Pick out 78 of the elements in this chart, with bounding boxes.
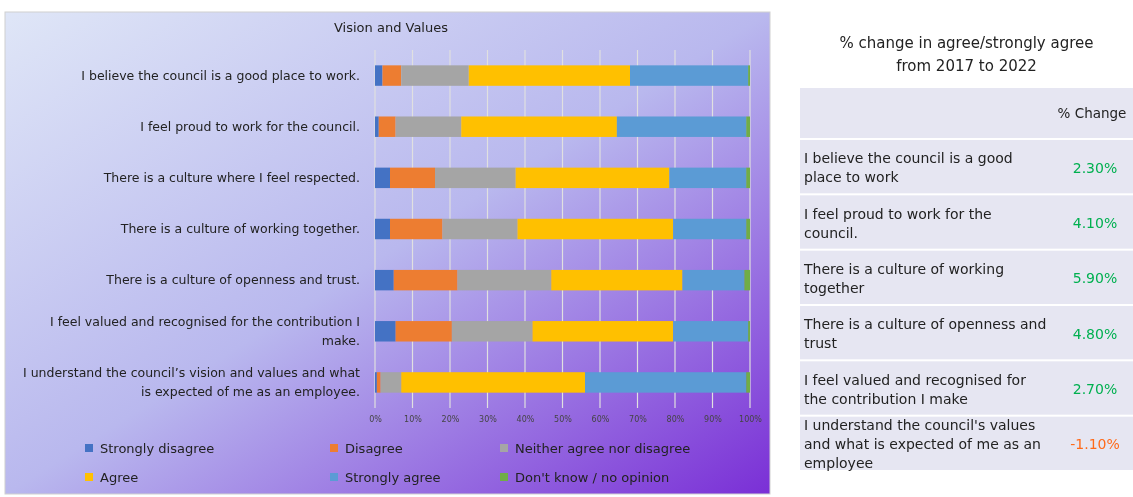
bar: [630, 65, 749, 86]
x-tick-label: 60%: [591, 414, 610, 424]
bar: [669, 167, 747, 189]
bar: [746, 218, 750, 240]
bar: [517, 218, 674, 240]
bar: [390, 167, 435, 189]
bar: [451, 321, 533, 342]
x-tick-label: 0%: [369, 414, 383, 424]
chart-title: Vision and Values: [334, 20, 449, 35]
bar: [551, 269, 683, 291]
bar: [746, 167, 750, 189]
bar: [375, 218, 390, 240]
bar: [375, 65, 383, 86]
text: I understand the council's values and what is expected of me as an employee: [804, 417, 1041, 472]
bar: [746, 372, 750, 393]
bar: [375, 269, 394, 291]
bar: [457, 269, 552, 291]
bar: [375, 116, 379, 137]
text: 2.30%: [1072, 159, 1118, 176]
bar: [382, 65, 402, 86]
bar: [673, 218, 747, 240]
bar: [375, 321, 396, 342]
x-tick-label: 40%: [516, 414, 535, 424]
x-tick-label: 80%: [666, 414, 685, 424]
text: I feel proud to work for the council.: [804, 205, 992, 241]
y-tick-label: I believe the council is a good place to work.: [81, 67, 360, 83]
text: 2.70%: [1072, 381, 1118, 397]
y-tick-label: I feel valued and recognised for the contribution I make.: [49, 313, 360, 348]
x-tick-label: 50%: [554, 414, 573, 424]
bar: [461, 116, 617, 137]
text: % Change: [1057, 105, 1127, 121]
text: 5.90%: [1072, 270, 1118, 287]
bar: [401, 65, 469, 86]
bar: [395, 321, 452, 342]
bar: [616, 116, 747, 137]
bar: [401, 372, 585, 393]
text: There is a culture of working together: [803, 260, 1005, 296]
bar: [375, 167, 390, 189]
legend-label: Disagree: [345, 441, 403, 456]
y-tick-label: There is a culture where I feel respected.: [102, 169, 360, 185]
x-tick-label: 100%: [739, 414, 763, 424]
bar: [442, 218, 518, 240]
y-tick-label: I feel proud to work for the council.: [140, 118, 360, 134]
legend-label: Strongly agree: [345, 470, 441, 485]
text: There is a culture of openness and trust: [803, 316, 1047, 352]
x-tick-label: 90%: [704, 414, 723, 424]
y-tick-label: There is a culture of working together.: [119, 221, 360, 236]
bar: [746, 116, 750, 137]
bar: [395, 116, 462, 137]
legend-label: Strongly disagree: [100, 441, 215, 456]
x-tick-label: 10%: [404, 414, 423, 424]
y-tick-label: I understand the council’s vision and values and what is expected of me as an employee.: [22, 364, 361, 399]
bar: [682, 269, 745, 291]
text: -1.10%: [1070, 436, 1120, 453]
bar: [393, 269, 458, 291]
bar: [380, 372, 402, 393]
x-tick-label: 30%: [479, 414, 498, 424]
bar: [468, 65, 630, 86]
bar: [585, 372, 747, 393]
bar: [515, 167, 670, 189]
bar: [378, 116, 396, 137]
y-tick-label: There is a culture of openness and trust.: [105, 272, 360, 288]
bar: [435, 167, 516, 189]
bar: [376, 372, 381, 393]
legend-label: Agree: [100, 470, 139, 485]
x-tick-label: 20%: [441, 414, 460, 424]
x-tick-label: 70%: [629, 414, 648, 424]
text: I feel valued and recognised for the contribution I make: [804, 371, 1027, 407]
text: 4.10%: [1072, 215, 1118, 231]
text: I believe the council is a good place to work: [804, 150, 1013, 186]
legend-label: Neither agree nor disagree: [515, 441, 691, 456]
bar: [390, 218, 443, 240]
bar: [532, 321, 674, 342]
text: % change in agree/strongly agree from 2017 to 2022: [839, 34, 1094, 75]
bar: [744, 269, 750, 291]
legend-label: Don't know / no opinion: [515, 470, 670, 485]
bar: [673, 321, 749, 342]
text: 4.80%: [1072, 325, 1118, 342]
